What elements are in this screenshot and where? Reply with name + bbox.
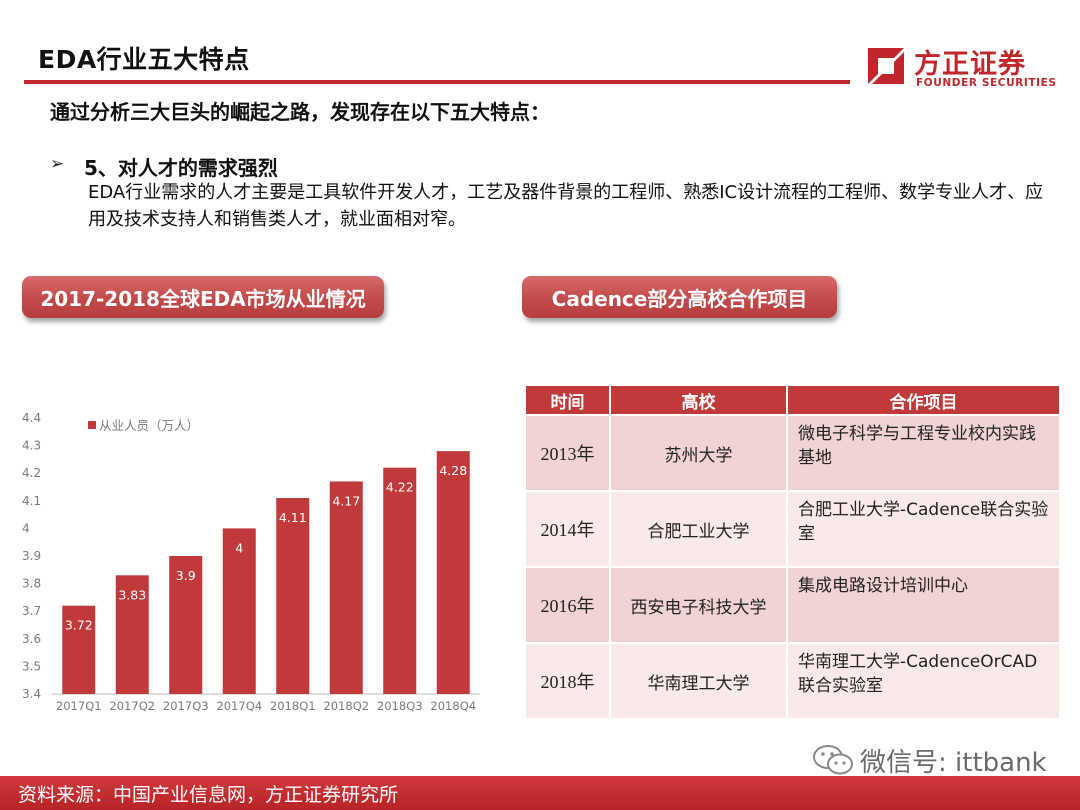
data-label: 3.83 (118, 587, 146, 602)
y-tick-label: 4 (22, 521, 30, 535)
data-label: 4 (235, 540, 243, 555)
bar-chart-svg: 3.4 3.5 3.6 3.7 3.8 3.9 4 4.1 4.2 4.3 4.4 3.72 2017Q… (22, 411, 480, 713)
header-school: 高校 (609, 384, 788, 416)
x-tick-label: 2018Q4 (430, 699, 476, 713)
bar (222, 528, 256, 694)
chart-section-label: 2017-2018全球EDA市场从业情况 (22, 276, 384, 318)
intro-text: 通过分析三大巨头的崛起之路，发现存在以下五大特点： (50, 100, 550, 124)
table-section-label: Cadence部分高校合作项目 (522, 276, 837, 318)
bar (329, 481, 363, 694)
cell-project: 华南理工大学-CadenceOrCAD联合实验室 (786, 642, 1061, 720)
y-tick-label: 3.5 (22, 659, 41, 673)
page-title: EDA行业五大特点 (38, 45, 250, 74)
y-tick-label: 3.9 (22, 549, 41, 563)
cell-project: 微电子科学与工程专业校内实践基地 (786, 414, 1061, 492)
y-tick-label: 3.4 (22, 687, 41, 701)
x-tick-label: 2018Q3 (377, 699, 423, 713)
cell-project: 合肥工业大学-Cadence联合实验室 (786, 490, 1061, 568)
wechat-icon (813, 745, 853, 775)
employment-bar-chart: 3.4 3.5 3.6 3.7 3.8 3.9 4 4.1 4.2 4.3 4.4 3.72 2017Q… (0, 400, 500, 730)
bar (276, 498, 310, 694)
data-label: 4.22 (386, 480, 414, 495)
y-tick-label: 3.8 (22, 577, 41, 591)
bar (383, 467, 417, 694)
y-tick-label: 3.7 (22, 604, 41, 618)
bar (436, 451, 470, 694)
cell-year: 2013年 (524, 414, 611, 492)
data-label: 3.72 (65, 618, 93, 633)
bar (62, 605, 96, 694)
cell-school: 合肥工业大学 (609, 490, 788, 568)
data-label: 3.9 (176, 568, 196, 583)
wechat-watermark: 微信号: ittbank (812, 740, 1047, 780)
bar (115, 575, 149, 694)
logo-english-name: FOUNDER SECURITIES (916, 77, 1057, 89)
header-project: 合作项目 (786, 384, 1061, 416)
legend-swatch (88, 421, 96, 429)
x-tick-label: 2017Q4 (216, 699, 262, 713)
table-row: 2013年 苏州大学 微电子科学与工程专业校内实践基地 (524, 414, 1061, 492)
logo-chinese-name: 方正证券 (914, 49, 1026, 80)
data-label: 4.17 (332, 493, 360, 508)
table-row: 2014年 合肥工业大学 合肥工业大学-Cadence联合实验室 (524, 490, 1061, 568)
x-tick-label: 2018Q2 (323, 699, 369, 713)
x-tick-label: 2017Q2 (109, 699, 155, 713)
cell-year: 2014年 (524, 490, 611, 568)
y-tick-label: 4.4 (22, 411, 41, 425)
point-body: EDA行业需求的人才主要是工具软件开发人才，工艺及器件背景的工程师、熟悉IC设计… (88, 182, 1044, 230)
x-tick-label: 2017Q1 (56, 699, 102, 713)
cell-project: 集成电路设计培训中心 (786, 566, 1061, 644)
founder-logo-icon (868, 48, 904, 84)
header-year: 时间 (524, 384, 611, 416)
data-label: 4.28 (439, 463, 467, 478)
title-divider (24, 80, 850, 84)
footer-bar (0, 776, 1080, 810)
footer-source: 资料来源：中国产业信息网，方正证券研究所 (18, 784, 399, 806)
y-tick-label: 3.6 (22, 632, 41, 646)
y-tick-label: 4.3 (22, 439, 41, 453)
table-header-row: 时间 高校 合作项目 (524, 384, 1061, 416)
watermark-text: 微信号: ittbank (860, 747, 1047, 778)
table-row: 2018年 华南理工大学 华南理工大学-CadenceOrCAD联合实验室 (524, 642, 1061, 720)
bar (169, 556, 203, 694)
cell-year: 2016年 (524, 566, 611, 644)
cell-school: 苏州大学 (609, 414, 788, 492)
point-heading: 5、对人才的需求强烈 (84, 156, 278, 180)
y-tick-label: 4.1 (22, 494, 41, 508)
y-tick-label: 4.2 (22, 466, 41, 480)
x-tick-label: 2018Q1 (270, 699, 316, 713)
cell-year: 2018年 (524, 642, 611, 720)
arrow-bullet-icon: ➢ (50, 154, 65, 174)
table-row: 2016年 西安电子科技大学 集成电路设计培训中心 (524, 566, 1061, 644)
collaboration-table: 时间 高校 合作项目 2013年 苏州大学 微电子科学与工程专业校内实践基地 2… (524, 384, 1061, 720)
cell-school: 西安电子科技大学 (609, 566, 788, 644)
legend-label: 从业人员（万人） (99, 418, 199, 433)
founder-securities-logo: 方正证券 FOUNDER SECURITIES (864, 44, 1057, 92)
x-tick-label: 2017Q3 (163, 699, 209, 713)
data-label: 4.11 (279, 510, 307, 525)
cell-school: 华南理工大学 (609, 642, 788, 720)
